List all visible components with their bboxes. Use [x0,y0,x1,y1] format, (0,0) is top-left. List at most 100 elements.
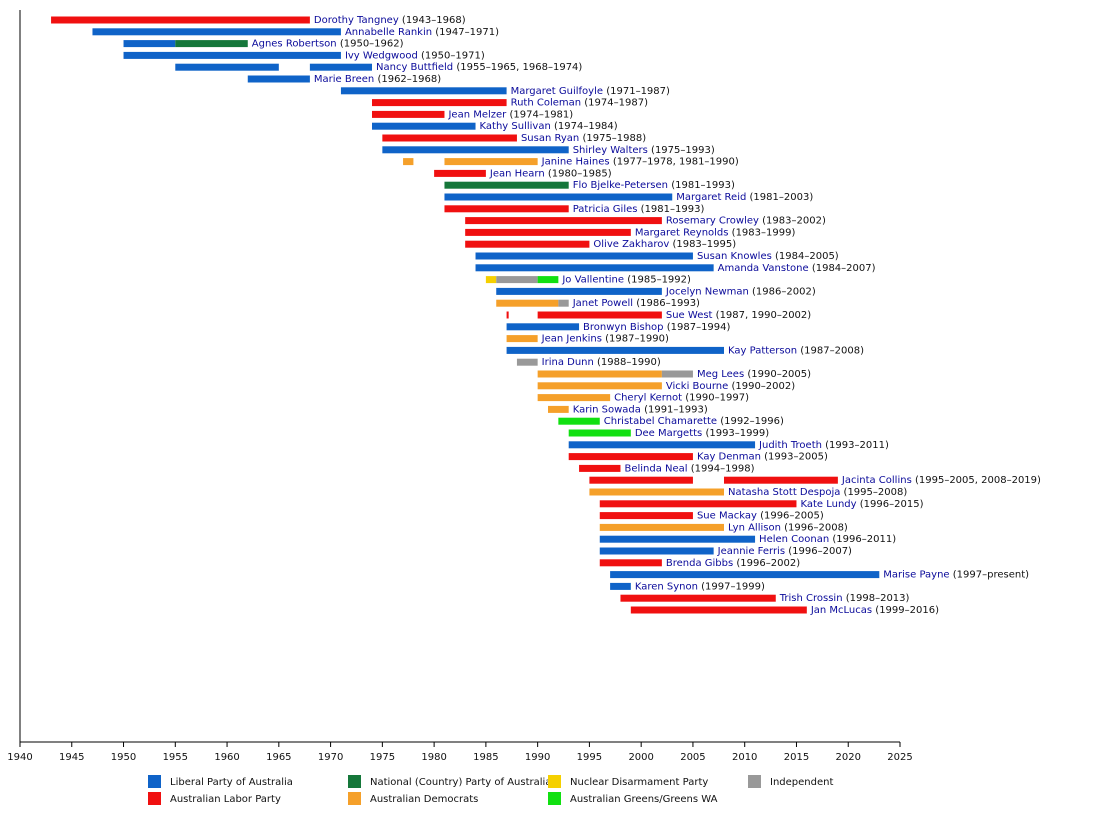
senator-label: Meg Lees (1990–2005) [697,369,811,380]
senator-label: Rosemary Crowley (1983–2002) [666,216,826,227]
senator-years: (1987, 1990–2002) [716,310,812,321]
senator-name[interactable]: Jean Hearn [489,168,545,179]
x-tick-label: 1995 [577,752,602,763]
senator-name[interactable]: Natasha Stott Despoja [728,487,840,498]
legend-swatch [348,792,361,805]
senator-name[interactable]: Jean Melzer [447,109,507,120]
senator-label: Irina Dunn (1988–1990) [542,357,661,368]
senator-years: (1990–2002) [731,381,795,392]
senator-years: (1992–1996) [720,416,784,427]
senator-name[interactable]: Patricia Giles [573,204,638,215]
senator-name[interactable]: Sue West [666,310,713,321]
senator-name[interactable]: Lyn Allison [728,522,781,533]
senator-name[interactable]: Trish Crossin [779,593,843,604]
senator-name[interactable]: Jan McLucas [810,605,872,616]
senator-name[interactable]: Shirley Walters [573,145,648,156]
senator-years: (1987–2008) [800,345,864,356]
senator-name[interactable]: Janet Powell [572,298,633,309]
senator-label: Helen Coonan (1996–2011) [759,534,896,545]
senator-name[interactable]: Margaret Guilfoyle [511,86,603,97]
senator-years: (1981–1993) [641,204,705,215]
term-bar [620,594,776,602]
senator-years: (1993–2011) [825,440,889,451]
senator-years: (1996–2007) [788,546,852,557]
senator-name[interactable]: Annabelle Rankin [345,27,432,38]
term-bar [465,240,590,248]
x-tick-label: 1990 [525,752,550,763]
senator-name[interactable]: Agnes Robertson [252,39,337,50]
senator-name[interactable]: Margaret Reynolds [635,227,729,238]
senator-name[interactable]: Cheryl Kernot [614,393,682,404]
x-tick-label: 1965 [266,752,291,763]
senator-label: Bronwyn Bishop (1987–1994) [583,322,730,333]
legend-swatch [348,775,361,788]
senator-label: Karin Sowada (1991–1993) [573,404,708,415]
senator-name[interactable]: Vicki Bourne [666,381,728,392]
senator-name[interactable]: Bronwyn Bishop [583,322,663,333]
senator-name[interactable]: Helen Coonan [759,534,829,545]
senator-name[interactable]: Irina Dunn [542,357,594,368]
senator-name[interactable]: Jeannie Ferris [717,546,785,557]
senator-name[interactable]: Susan Knowles [697,251,772,262]
senator-name[interactable]: Susan Ryan [521,133,579,144]
senator-name[interactable]: Flo Bjelke-Petersen [573,180,668,191]
term-bar [661,370,693,378]
term-bar [548,405,569,413]
senator-name[interactable]: Jean Jenkins [541,334,602,345]
senator-name[interactable]: Olive Zakharov [593,239,669,250]
senator-name[interactable]: Kate Lundy [800,499,856,510]
senator-name[interactable]: Dee Margetts [635,428,702,439]
term-bar [537,382,662,390]
senator-label: Jacinta Collins (1995–2005, 2008–2019) [841,475,1041,486]
senator-years: (1997–present) [953,570,1029,581]
senator-name[interactable]: Brenda Gibbs [666,558,733,569]
term-bar [599,535,756,543]
senator-name[interactable]: Kay Denman [697,452,761,463]
senator-label: Christabel Chamarette (1992–1996) [604,416,784,427]
senator-years: (1950–1962) [340,39,404,50]
senator-label: Margaret Reynolds (1983–1999) [635,227,796,238]
senator-label: Kate Lundy (1996–2015) [800,499,923,510]
term-bar [175,40,248,48]
senator-label: Lyn Allison (1996–2008) [728,522,848,533]
senator-name[interactable]: Nancy Buttfield [376,62,453,73]
senator-name[interactable]: Karin Sowada [573,404,641,415]
senator-name[interactable]: Sue Mackay [697,511,757,522]
senator-label: Jean Jenkins (1987–1990) [541,334,669,345]
senator-name[interactable]: Jacinta Collins [841,475,912,486]
senator-name[interactable]: Ivy Wedgwood [345,50,418,61]
senator-name[interactable]: Kathy Sullivan [480,121,551,132]
senator-name[interactable]: Margaret Reid [676,192,746,203]
term-bar [610,582,631,590]
senator-name[interactable]: Belinda Neal [624,463,687,474]
senator-name[interactable]: Marie Breen [314,74,374,85]
senator-name[interactable]: Rosemary Crowley [666,216,759,227]
senator-label: Flo Bjelke-Petersen (1981–1993) [573,180,735,191]
senator-name[interactable]: Kay Patterson [728,345,797,356]
senator-name[interactable]: Marise Payne [883,570,949,581]
senator-label: Marise Payne (1997–present) [883,570,1029,581]
senator-name[interactable]: Christabel Chamarette [604,416,717,427]
senator-years: (1996–2005) [760,511,824,522]
senator-name[interactable]: Ruth Coleman [511,98,582,109]
senator-name[interactable]: Karen Synon [635,581,698,592]
senator-years: (1997–1999) [701,581,765,592]
senator-name[interactable]: Jo Vallentine [561,275,624,286]
senator-label: Nancy Buttfield (1955–1965, 1968–1974) [376,62,582,73]
senator-name[interactable]: Judith Troeth [758,440,822,451]
senator-years: (1985–1992) [627,275,691,286]
senator-label: Judith Troeth (1993–2011) [758,440,889,451]
term-bar [568,453,693,461]
term-bar [537,311,662,319]
senator-name[interactable]: Janine Haines [541,157,610,168]
senator-years: (1983–2002) [762,216,826,227]
senator-name[interactable]: Jocelyn Newman [665,286,749,297]
term-bar [537,394,611,402]
senator-years: (1981–1993) [671,180,735,191]
legend-label: Nuclear Disarmament Party [570,777,708,788]
senator-years: (1986–2002) [752,286,816,297]
senator-name[interactable]: Amanda Vanstone [718,263,809,274]
senator-name[interactable]: Dorothy Tangney [314,15,399,26]
senator-label: Annabelle Rankin (1947–1971) [345,27,499,38]
senator-name[interactable]: Meg Lees [697,369,744,380]
